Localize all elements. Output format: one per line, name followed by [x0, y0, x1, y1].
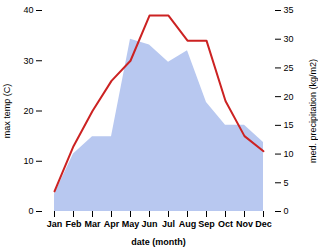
svg-text:Oct: Oct	[218, 219, 233, 229]
svg-text:Sep: Sep	[198, 219, 215, 229]
svg-text:max temp (C): max temp (C)	[2, 84, 12, 139]
svg-text:20: 20	[284, 92, 294, 102]
svg-text:5: 5	[284, 178, 289, 188]
svg-text:20: 20	[23, 106, 33, 116]
svg-text:Dec: Dec	[255, 219, 272, 229]
svg-text:Apr: Apr	[104, 219, 120, 229]
svg-text:Nov: Nov	[236, 219, 253, 229]
svg-text:0: 0	[284, 206, 289, 216]
svg-text:Jun: Jun	[141, 219, 157, 229]
svg-text:Feb: Feb	[65, 219, 82, 229]
svg-text:35: 35	[284, 5, 294, 15]
svg-text:10: 10	[284, 149, 294, 159]
svg-text:med. precipitation (kg/m2): med. precipitation (kg/m2)	[308, 59, 318, 163]
svg-text:25: 25	[284, 63, 294, 73]
svg-text:10: 10	[23, 156, 33, 166]
svg-text:40: 40	[23, 5, 33, 15]
svg-text:0: 0	[28, 206, 33, 216]
svg-text:May: May	[122, 219, 140, 229]
svg-text:date (month): date (month)	[131, 237, 186, 247]
svg-text:15: 15	[284, 120, 294, 130]
svg-text:Jul: Jul	[162, 219, 175, 229]
svg-text:30: 30	[23, 56, 33, 66]
svg-text:Jan: Jan	[47, 219, 63, 229]
svg-text:30: 30	[284, 34, 294, 44]
svg-text:Mar: Mar	[84, 219, 101, 229]
svg-text:Aug: Aug	[179, 219, 197, 229]
